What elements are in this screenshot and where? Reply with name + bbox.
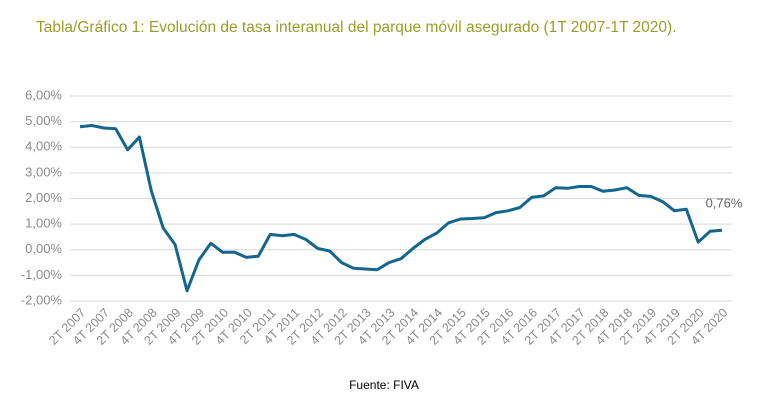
y-tick-label: 4,00%: [25, 139, 62, 154]
line: [79, 124, 723, 293]
data-label: 0,76%: [706, 196, 743, 211]
y-tick-label: 2,00%: [25, 190, 62, 205]
source: Fuente: FIVA: [349, 378, 419, 392]
y-tick-label: -1,00%: [21, 267, 63, 282]
chart-title: Tabla/Gráfico 1: Evolución de tasa inter…: [36, 19, 677, 36]
y-tick-label: 5,00%: [25, 113, 62, 128]
y-tick-label: 3,00%: [25, 164, 62, 179]
y-tick-label: 1,00%: [25, 216, 62, 231]
y-tick-label: -2,00%: [21, 292, 63, 307]
y-tick-label: 0,00%: [25, 241, 62, 256]
y-tick-label: 6,00%: [25, 87, 62, 102]
